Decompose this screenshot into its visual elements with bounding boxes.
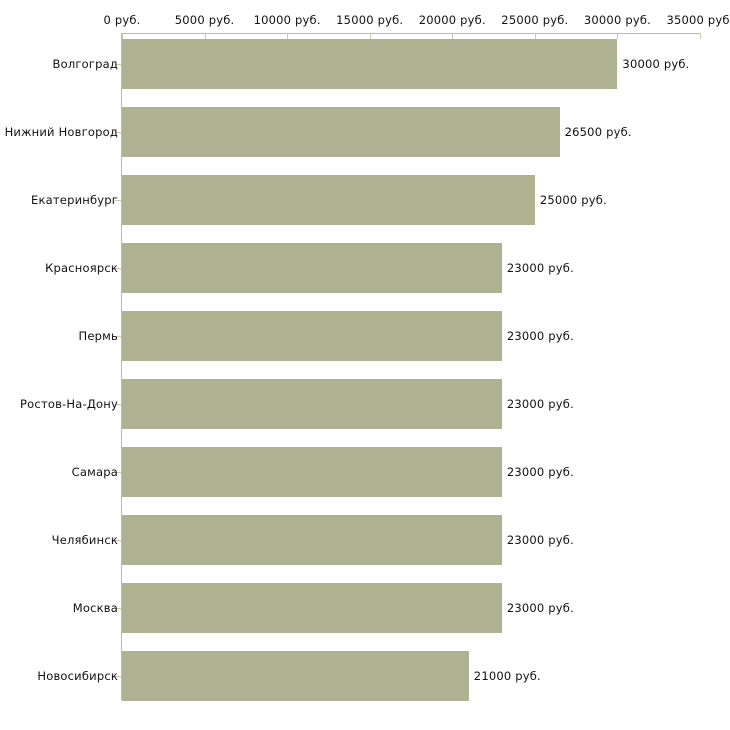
category-label: Красноярск	[45, 261, 118, 275]
x-axis-tick-label: 10000 руб.	[253, 13, 321, 27]
y-axis-tick	[115, 132, 121, 133]
x-axis-tick-label: 0 руб.	[103, 13, 141, 27]
bar[interactable]	[122, 651, 469, 701]
bar-value-label: 23000 руб.	[506, 329, 574, 343]
bar[interactable]	[122, 583, 502, 633]
x-axis-tick	[122, 33, 123, 39]
category-label: Челябинск	[51, 533, 118, 547]
bar-value-label: 21000 руб.	[473, 669, 541, 683]
bar[interactable]	[122, 243, 502, 293]
y-axis-tick	[115, 676, 121, 677]
y-axis-line	[121, 33, 122, 700]
category-label: Волгоград	[52, 57, 118, 71]
y-axis-tick	[115, 268, 121, 269]
bar-value-label: 25000 руб.	[539, 193, 607, 207]
category-label: Екатеринбург	[31, 193, 118, 207]
x-axis-tick	[700, 33, 701, 39]
x-axis-tick	[369, 33, 371, 39]
y-axis-tick	[115, 472, 121, 473]
bar-value-label: 23000 руб.	[506, 397, 574, 411]
bar[interactable]	[122, 175, 535, 225]
bar-value-label: 23000 руб.	[506, 533, 574, 547]
x-axis-tick-label: 25000 руб.	[501, 13, 569, 27]
bar[interactable]	[122, 379, 502, 429]
bar[interactable]	[122, 107, 560, 157]
bar[interactable]	[122, 39, 618, 89]
bar-value-label: 23000 руб.	[506, 465, 574, 479]
category-label: Новосибирск	[37, 669, 118, 683]
x-axis-tick	[617, 33, 619, 39]
y-axis-tick	[115, 200, 121, 201]
x-axis-tick	[452, 33, 454, 39]
bar[interactable]	[122, 311, 502, 361]
x-axis-tick-label: 5000 руб.	[174, 13, 235, 27]
category-label: Пермь	[78, 329, 118, 343]
bar[interactable]	[122, 515, 502, 565]
y-axis-tick	[115, 336, 121, 337]
category-label: Ростов-На-Дону	[20, 397, 118, 411]
x-axis-tick	[534, 33, 536, 39]
x-axis-tick-label: 15000 руб.	[336, 13, 404, 27]
x-axis-tick-label: 20000 руб.	[418, 13, 486, 27]
x-axis-tick	[287, 33, 289, 39]
y-axis-tick	[115, 404, 121, 405]
y-axis-tick	[115, 64, 121, 65]
category-label: Москва	[72, 601, 118, 615]
x-axis-tick	[204, 33, 206, 39]
y-axis-tick	[115, 540, 121, 541]
bar-value-label: 23000 руб.	[506, 261, 574, 275]
category-label: Нижний Новгород	[4, 125, 118, 139]
bar-value-label: 23000 руб.	[506, 601, 574, 615]
bar-value-label: 26500 руб.	[564, 125, 632, 139]
bar[interactable]	[122, 447, 502, 497]
x-axis-tick-label: 35000 руб.	[666, 13, 730, 27]
x-axis-line	[121, 33, 701, 34]
category-label: Самара	[71, 465, 118, 479]
x-axis-tick-label: 30000 руб.	[583, 13, 651, 27]
y-axis-tick	[115, 608, 121, 609]
bar-value-label: 30000 руб.	[622, 57, 690, 71]
